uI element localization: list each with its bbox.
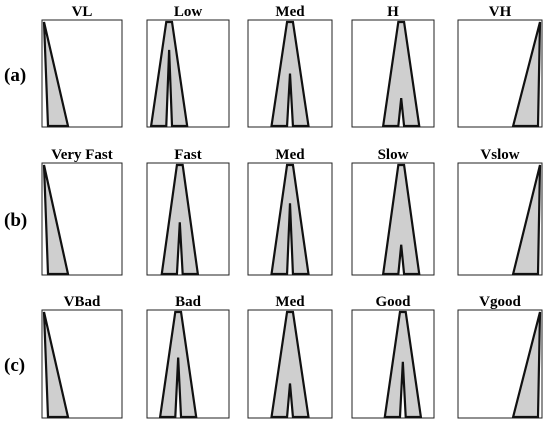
panel-5: Vslow [457,147,543,276]
panel-title: Med [275,4,305,20]
row-label: (c) [4,355,25,376]
panel-title: VL [72,4,93,20]
panel-title: Vgood [479,294,521,310]
row-label: (b) [4,210,27,231]
panel-title: VH [489,4,512,20]
panel-5: VH [457,4,543,128]
panel-title: Very Fast [51,147,113,163]
panel-2: Low [146,4,230,128]
panel-1: VBad [41,294,123,419]
membership-function-shape [511,311,542,419]
row-3: (c) VBad Bad Med Good Vgood [4,294,543,419]
panel-title: Slow [378,147,409,163]
membership-function-shape [270,163,310,276]
row-2: (b) Very Fast Fast Med Slow Vslow [4,147,543,276]
panel-1: Very Fast [41,147,123,276]
panel-title: Good [375,294,411,310]
membership-function-shape [270,20,310,128]
panel-title: Fast [174,147,202,163]
membership-function-shape [381,20,421,128]
panel-5: Vgood [457,294,543,419]
membership-function-shape [383,310,423,419]
panel-title: Med [275,294,305,310]
panel-2: Fast [146,147,230,276]
row-1: (a) VL Low Med H VH [4,4,543,128]
membership-function-shape [270,310,310,419]
panel-4: H [351,4,435,128]
panel-title: Low [174,4,203,20]
membership-function-shape [160,163,200,276]
panel-title: Bad [175,294,202,310]
membership-function-shape [149,20,189,128]
membership-function-shape [42,21,70,128]
panel-2: Bad [146,294,230,419]
membership-function-shape [42,311,70,419]
membership-function-shape [381,163,421,276]
panel-title: H [387,4,399,20]
panel-1: VL [41,4,123,128]
panel-3: Med [247,294,333,419]
membership-function-shape [511,164,542,276]
membership-function-shape [158,310,198,419]
panel-3: Med [247,147,333,276]
panel-title: VBad [64,294,101,310]
membership-function-shape [511,21,542,128]
row-label: (a) [4,65,26,86]
panel-3: Med [247,4,333,128]
panel-title: Med [275,147,305,163]
panel-title: Vslow [480,147,519,163]
membership-function-shape [42,164,70,276]
panel-4: Slow [351,147,435,276]
panel-4: Good [351,294,435,419]
